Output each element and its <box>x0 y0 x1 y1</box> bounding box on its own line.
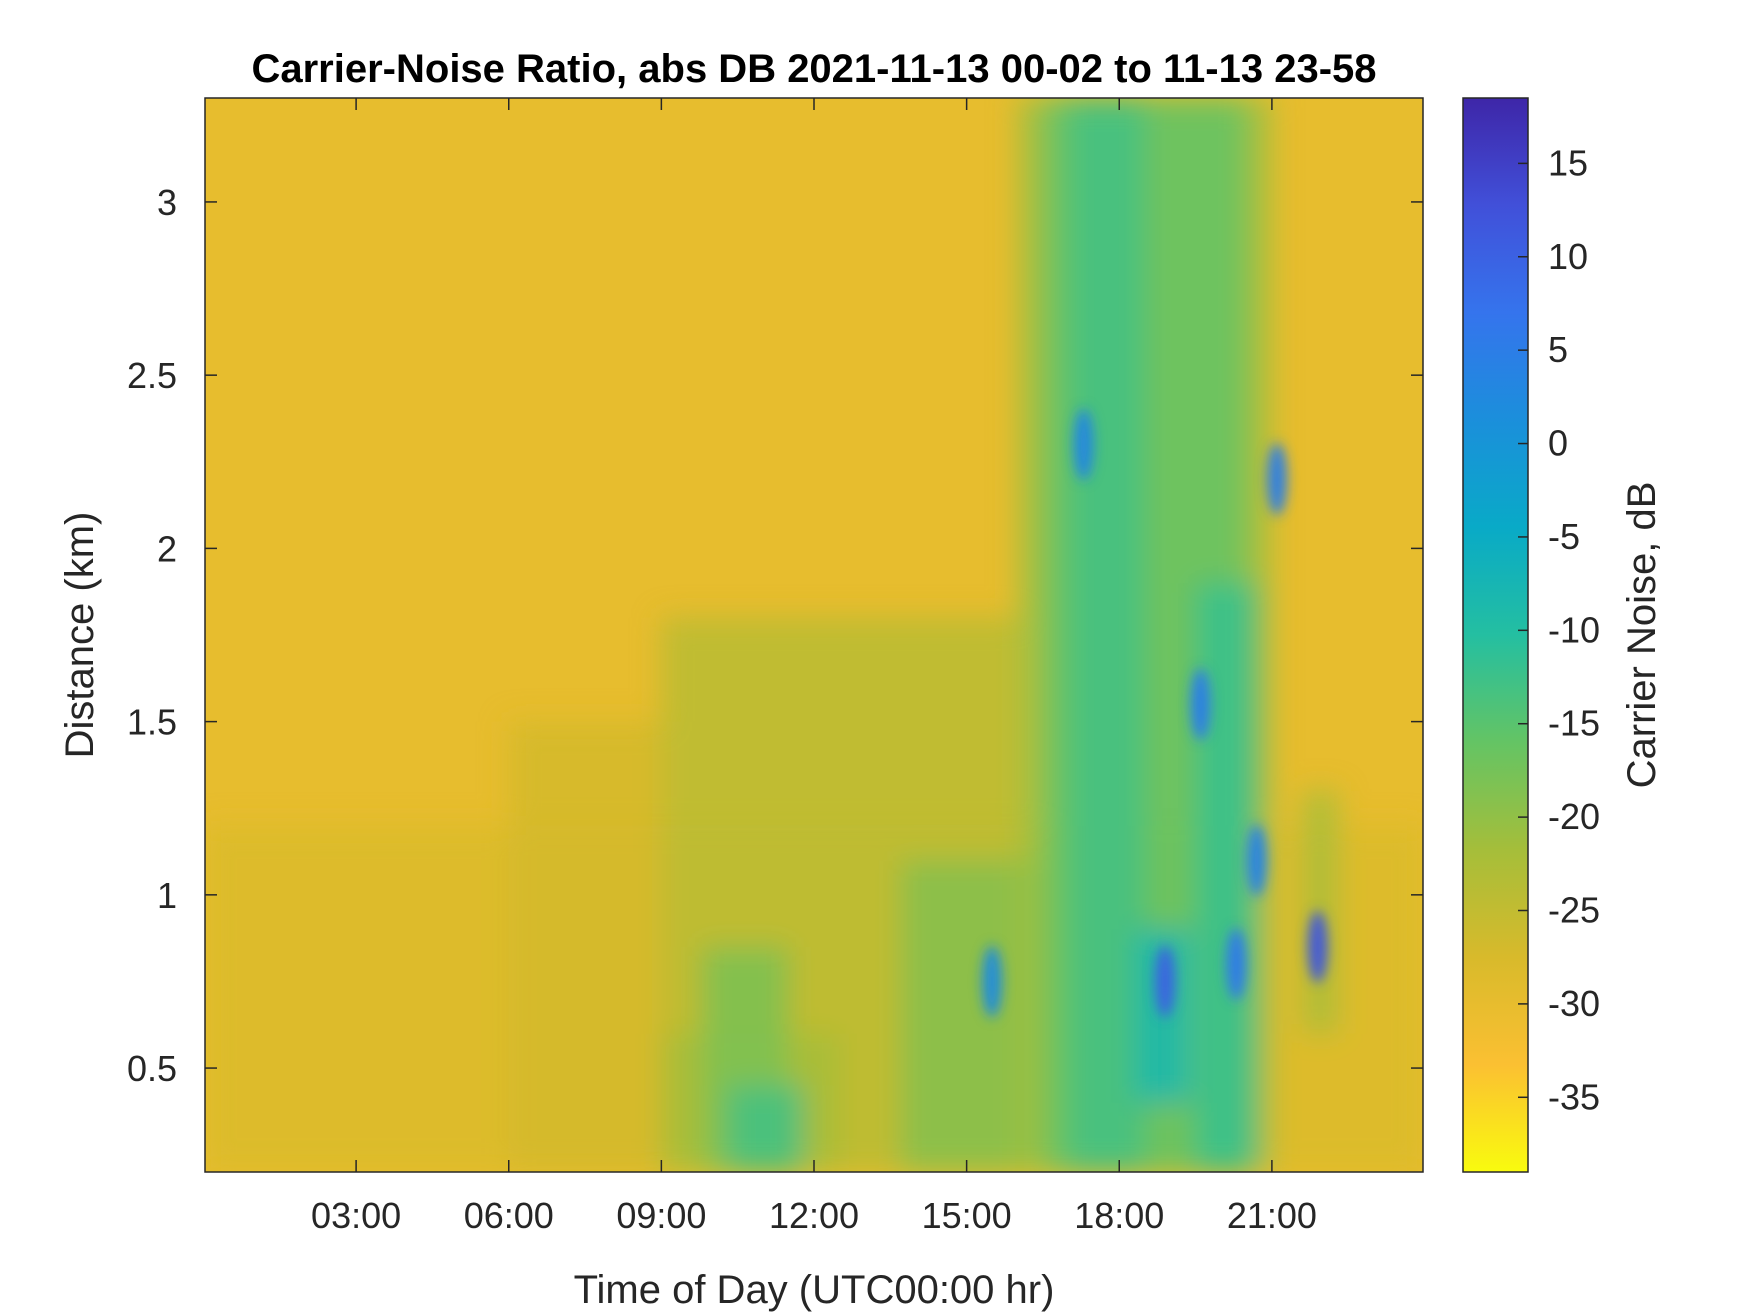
y-tick-label: 1.5 <box>127 702 177 743</box>
y-axis-ticks: 0.5 1 1.5 2 2.5 3 <box>127 182 1423 1089</box>
colorbar: 15 10 5 0 -5 -10 -15 -20 -25 -30 -35 Carrier Noise… <box>1462 97 1664 1173</box>
heatmap-region <box>508 721 662 1172</box>
x-tick-label: 15:00 <box>922 1195 1012 1236</box>
colorbar-tick-label: -10 <box>1548 609 1600 650</box>
heatmap-hotspot <box>982 945 1003 1018</box>
x-tick-label: 18:00 <box>1074 1195 1164 1236</box>
x-tick-label: 09:00 <box>616 1195 706 1236</box>
colorbar-ticks: 15 10 5 0 -5 -10 -15 -20 -25 -30 -35 <box>1518 142 1600 1117</box>
heatmap-region <box>1068 98 1145 1172</box>
y-axis-label: Distance (km) <box>58 512 102 759</box>
chart-title: Carrier-Noise Ratio, abs DB 2021-11-13 0… <box>251 47 1376 91</box>
colorbar-gradient <box>1462 97 1529 1173</box>
colorbar-tick-label: 0 <box>1548 423 1568 464</box>
colorbar-label: Carrier Noise, dB <box>1620 482 1664 789</box>
colorbar-tick-label: -20 <box>1548 796 1600 837</box>
colorbar-tick-label: -5 <box>1548 516 1580 557</box>
heatmap-hotspot <box>1073 408 1094 481</box>
colorbar-tick-label: -30 <box>1548 983 1600 1024</box>
plot-area <box>204 97 1424 1173</box>
heatmap-hotspot <box>1155 945 1176 1018</box>
heatmap-hotspot <box>1266 443 1287 516</box>
heatmap-hotspots <box>982 408 1328 1018</box>
colorbar-tick-label: -25 <box>1548 890 1600 931</box>
y-tick-label: 1 <box>157 875 177 916</box>
y-tick-label: 0.5 <box>127 1048 177 1089</box>
heatmap-region <box>1195 583 1257 1172</box>
heatmap-hotspot <box>1246 824 1267 897</box>
heatmap-hotspot <box>1226 928 1247 1001</box>
x-tick-label: 21:00 <box>1227 1195 1317 1236</box>
y-tick-label: 3 <box>157 182 177 223</box>
heatmap-region <box>727 1085 804 1172</box>
y-tick-label: 2.5 <box>127 355 177 396</box>
colorbar-tick-label: 15 <box>1548 142 1588 183</box>
y-tick-label: 2 <box>157 528 177 569</box>
x-tick-label: 03:00 <box>311 1195 401 1236</box>
colorbar-tick-label: -15 <box>1548 703 1600 744</box>
x-axis-ticks: 03:00 06:00 09:00 12:00 15:00 18:00 21:00 <box>311 98 1317 1236</box>
heatmap-regions <box>205 98 1423 1172</box>
x-axis-label: Time of Day (UTC00:00 hr) <box>574 1268 1055 1312</box>
x-tick-label: 12:00 <box>769 1195 859 1236</box>
colorbar-tick-label: 5 <box>1548 329 1568 370</box>
colorbar-tick-label: 10 <box>1548 236 1588 277</box>
heatmap-hotspot <box>1190 668 1211 741</box>
x-tick-label: 06:00 <box>464 1195 554 1236</box>
colorbar-tick-label: -35 <box>1548 1076 1600 1117</box>
heatmap-hotspot <box>1307 910 1328 983</box>
